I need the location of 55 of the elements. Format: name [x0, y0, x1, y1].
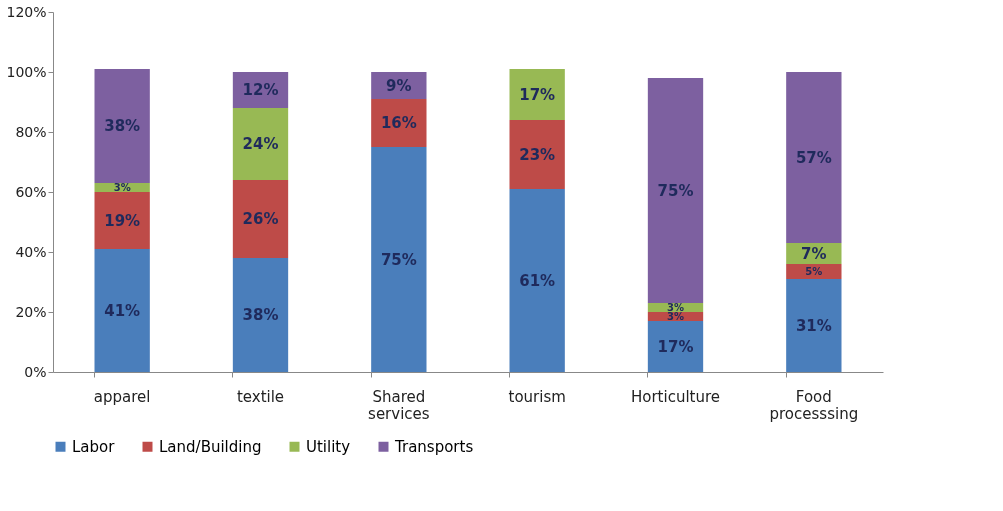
- legend-label: Utility: [306, 437, 351, 456]
- y-tick-label: 120%: [6, 3, 47, 20]
- x-tick-label: Food processsing: [769, 387, 859, 423]
- y-tick-label: 40%: [15, 243, 47, 260]
- y-tick-label: 20%: [15, 303, 47, 320]
- x-tick-label: apparel: [93, 387, 151, 406]
- data-label: 38%: [242, 306, 279, 324]
- data-label: 24%: [242, 135, 279, 153]
- data-label: 9%: [386, 76, 412, 95]
- x-tick-label: Shared services: [368, 387, 430, 423]
- data-label: 19%: [104, 211, 141, 230]
- data-label: 61%: [519, 271, 556, 290]
- bar: [371, 99, 427, 147]
- data-label: 26%: [242, 210, 279, 228]
- data-label: 75%: [380, 250, 417, 269]
- data-label: 23%: [519, 145, 556, 164]
- bar: [647, 78, 704, 303]
- bar: [509, 120, 565, 189]
- bar: [786, 264, 842, 279]
- bar: [509, 189, 565, 372]
- y-tick-label: 100%: [6, 63, 47, 80]
- data-label: 3%: [113, 181, 131, 193]
- bar: [371, 147, 427, 372]
- data-label: 17%: [657, 337, 694, 356]
- data-label: 3%: [667, 310, 684, 322]
- x-tick-label: tourism: [508, 387, 566, 406]
- data-label: 16%: [380, 114, 417, 132]
- bar: [232, 108, 289, 180]
- bar: [94, 69, 150, 183]
- data-label: 17%: [519, 85, 556, 104]
- data-label: 75%: [657, 181, 694, 200]
- bar: [509, 69, 565, 120]
- data-label: 5%: [805, 265, 823, 277]
- data-label: 31%: [795, 316, 832, 335]
- y-tick-label: 0%: [24, 363, 47, 380]
- y-tick-label: 60%: [15, 183, 47, 200]
- bar: [94, 192, 150, 249]
- legend-label: Transports: [394, 437, 474, 456]
- bar: [232, 180, 289, 258]
- bar: [786, 72, 842, 243]
- data-label: 3%: [667, 301, 684, 313]
- data-label: 12%: [242, 81, 279, 99]
- bar: [647, 321, 704, 372]
- x-tick-label: Horticulture: [630, 387, 721, 406]
- data-label: 7%: [801, 244, 827, 263]
- bar: [786, 279, 842, 372]
- y-tick-label: 80%: [15, 123, 47, 140]
- data-label: 41%: [104, 301, 141, 320]
- data-label: 57%: [795, 148, 832, 167]
- data-label: 38%: [104, 117, 141, 135]
- bar: [94, 249, 150, 372]
- bar: [232, 258, 289, 372]
- legend-label: Land/Building: [159, 437, 262, 456]
- legend-label: Labor: [72, 437, 116, 456]
- x-tick-label: textile: [236, 387, 285, 406]
